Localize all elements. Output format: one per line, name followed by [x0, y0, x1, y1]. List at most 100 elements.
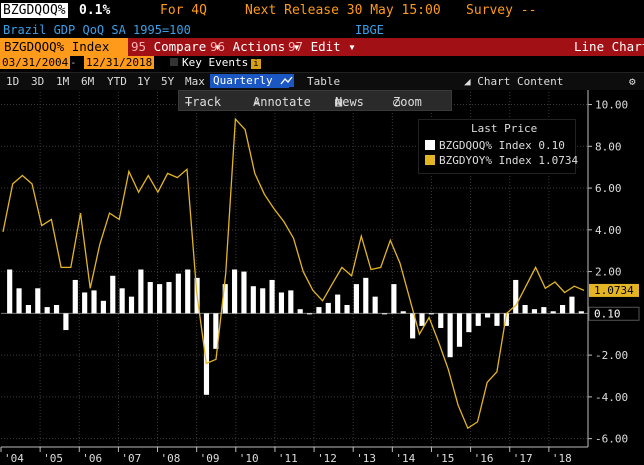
period-1d[interactable]: 1D [6, 75, 20, 88]
chart-legend: Last Price BZGDQOQ% Index 0.10 BZGDYOY% … [418, 119, 578, 174]
actions-button[interactable]: 96 Actions ▾ [210, 38, 300, 56]
edit-button[interactable]: 97 Edit ▾ [288, 38, 356, 56]
frequency-label: Quarterly [213, 74, 273, 87]
bar [110, 275, 116, 314]
period-3d[interactable]: 3D [31, 75, 45, 88]
bar [531, 309, 538, 314]
bar [466, 313, 472, 333]
chevron-down-icon: ▾ [213, 39, 222, 54]
view-type-label: Line Chart [574, 39, 644, 54]
compare-label: Compare [153, 39, 207, 54]
x-tick-label: '08 [161, 452, 181, 465]
bar [372, 296, 378, 314]
value-tag-qoq [588, 306, 640, 321]
compare-button[interactable]: 95 Compare ▾ [131, 38, 221, 56]
actions-label: Actions [232, 39, 286, 54]
bar [494, 313, 500, 326]
bar [250, 286, 256, 314]
x-tick-label: '12 [317, 452, 337, 465]
edit-number: 97 [288, 39, 304, 54]
bar [381, 313, 388, 315]
ticker-symbol[interactable]: BZGDQOQ% [1, 3, 68, 18]
x-tick-label: '05 [43, 452, 63, 465]
frequency-select[interactable]: Quarterly ▼ [210, 74, 289, 88]
period-max[interactable]: Max [185, 75, 205, 88]
bar [147, 282, 153, 314]
bar [63, 313, 69, 331]
bar [428, 313, 434, 315]
bar [410, 313, 416, 339]
bar [100, 300, 106, 314]
y-tick-label: -2.00 [595, 349, 628, 362]
value-tag-qoq-label: 0.10 [594, 307, 621, 320]
end-date-input[interactable]: 12/31/2018 [84, 56, 155, 69]
bar [72, 279, 78, 314]
date-separator: - [70, 56, 77, 69]
key-events-label: Key Events [182, 56, 249, 69]
key-events-toggle[interactable]: Key Events i [170, 56, 261, 69]
date-range-bar: 03/31/2004 - 12/31/2018 Key Events i [0, 56, 644, 70]
checkbox-icon [170, 58, 178, 66]
bar [119, 288, 125, 314]
chevron-down-icon: ▾ [292, 39, 301, 54]
bar [16, 288, 22, 314]
bar [550, 311, 556, 314]
bar [288, 290, 294, 314]
bar [316, 307, 322, 314]
x-tick-label: '10 [239, 452, 259, 465]
next-release: Next Release 30 May 15:00 [245, 3, 441, 18]
bar [91, 290, 97, 314]
x-tick-label: '09 [200, 452, 220, 465]
news-label: News [335, 95, 364, 109]
survey-label: Survey -- [466, 3, 537, 18]
gear-icon[interactable]: ⚙ [629, 75, 636, 88]
start-date-input[interactable]: 03/31/2004 [0, 56, 71, 69]
chart-area[interactable]: 10.008.006.004.002.000.00-2.00-4.00-6.00… [0, 90, 644, 465]
security-input[interactable]: BZGDQOQ% Index [0, 38, 128, 56]
bar [213, 313, 219, 349]
legend-item-yoy: BZGDYOY% Index 1.0734 [425, 154, 578, 167]
period-6m[interactable]: 6M [81, 75, 95, 88]
bar [353, 284, 359, 314]
crosshair-icon: ✛ [185, 95, 193, 109]
bar [278, 292, 285, 314]
news-icon: ▤ [335, 95, 343, 109]
bar [569, 296, 575, 314]
x-tick-label: '16 [474, 452, 494, 465]
bar [53, 305, 60, 314]
bar [503, 313, 509, 326]
bar [578, 311, 584, 314]
y-tick-label: 6.00 [595, 182, 622, 195]
legend-label-yoy: BZGDYOY% Index 1.0734 [439, 154, 579, 167]
x-tick-label: '13 [356, 452, 376, 465]
bar [419, 313, 425, 326]
bar [306, 313, 313, 315]
bar [203, 313, 210, 395]
bar [400, 311, 406, 314]
x-tick-label: '17 [513, 452, 533, 465]
description-bar: Brazil GDP QoQ SA 1995=100 IBGE [0, 22, 644, 38]
period-5y[interactable]: 5Y [161, 75, 175, 88]
bar [438, 313, 444, 328]
bar [241, 271, 247, 314]
bar [260, 288, 266, 314]
bar [185, 269, 191, 314]
pencil-icon: ∠ [253, 95, 261, 109]
bar [222, 284, 228, 314]
bar [82, 292, 88, 314]
period-1m[interactable]: 1M [56, 75, 70, 88]
magnifier-icon: ○ [393, 95, 401, 109]
line-chart-icon[interactable] [279, 74, 294, 87]
period-1y[interactable]: 1Y [137, 75, 151, 88]
legend-swatch-white [425, 140, 435, 150]
period-ytd[interactable]: YTD [107, 75, 127, 88]
bar [485, 313, 491, 318]
last-value: 0.1% [79, 3, 111, 18]
x-tick-label: '11 [278, 452, 298, 465]
y-tick-label: -6.00 [595, 433, 628, 446]
chart-content-button[interactable]: ◢ Chart Content [464, 75, 563, 88]
bar [7, 269, 13, 314]
table-button[interactable]: Table [307, 75, 341, 88]
bar [44, 307, 50, 314]
bar [138, 269, 144, 314]
